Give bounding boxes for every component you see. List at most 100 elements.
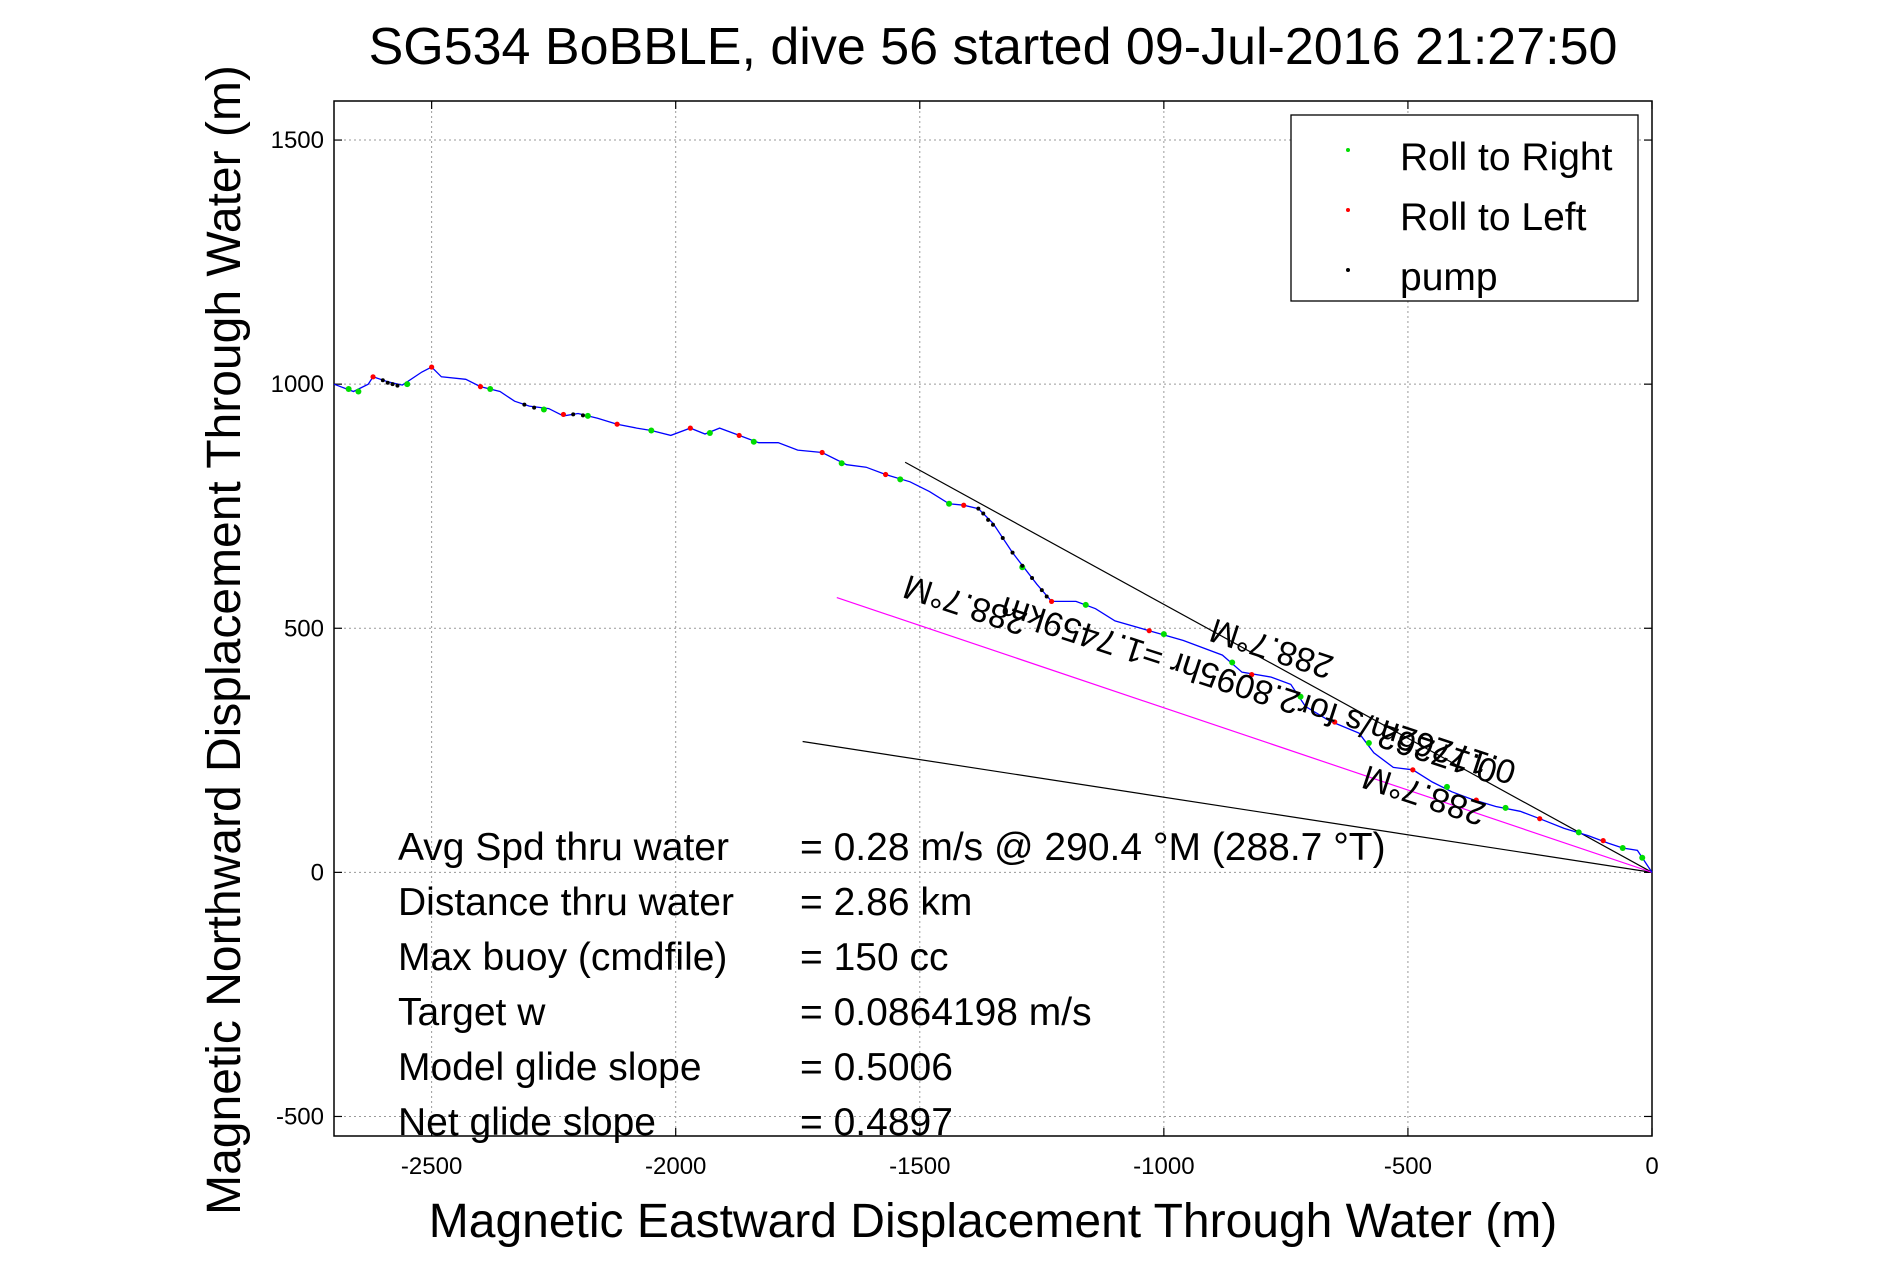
marker-pump — [532, 405, 537, 410]
marker-roll-right — [1502, 804, 1509, 811]
stat-label-distance: Distance thru water — [398, 881, 734, 924]
marker-roll-left — [819, 449, 825, 456]
marker-roll-left — [370, 374, 376, 380]
marker-roll-left — [961, 502, 967, 508]
marker-pump — [1000, 535, 1005, 540]
marker-roll-right — [1297, 693, 1304, 700]
marker-roll-left — [687, 425, 693, 431]
marker-roll-left — [1600, 838, 1606, 844]
marker-roll-right — [584, 412, 591, 419]
marker-roll-left — [429, 364, 435, 370]
marker-roll-right — [750, 438, 757, 445]
marker-roll-right — [345, 386, 352, 393]
legend: Roll to Right Roll to Left pump — [1290, 114, 1639, 302]
marker-roll-right — [1443, 783, 1450, 790]
marker-pump — [976, 506, 981, 511]
marker-roll-right — [897, 476, 904, 483]
marker-roll-left — [1537, 816, 1543, 822]
y-tick-label: 1500 — [271, 127, 324, 154]
stat-label-target-w: Target w — [398, 991, 546, 1034]
y-tick-label: 0 — [311, 859, 324, 886]
marker-roll-right — [838, 460, 845, 467]
marker-roll-right — [648, 427, 655, 434]
marker-pump — [1044, 594, 1049, 599]
legend-marker-roll-right — [1346, 148, 1350, 152]
marker-pump — [991, 522, 995, 527]
marker-roll-right — [1639, 854, 1646, 861]
y-ticks: -500 0 500 1000 1500 — [271, 127, 1652, 1130]
marker-pump — [1030, 575, 1035, 580]
marker-roll-left — [1146, 628, 1152, 634]
stat-value-avg-speed: = 0.28 m/s @ 290.4 °M (288.7 °T) — [800, 826, 1386, 869]
stat-label-avg-speed: Avg Spd thru water — [398, 826, 729, 869]
marker-pump — [380, 378, 385, 383]
marker-pump — [395, 383, 400, 388]
marker-roll-left — [1048, 598, 1055, 605]
y-tick-label: 500 — [284, 615, 324, 642]
marker-roll-right — [1575, 829, 1582, 836]
legend-label-pump: pump — [1400, 256, 1498, 299]
marker-roll-right — [1229, 659, 1236, 666]
y-axis-label: Magnetic Northward Displacement Through … — [198, 65, 251, 1215]
envelope-line — [802, 740, 1653, 873]
marker-roll-left — [883, 471, 889, 478]
x-tick-label: -2500 — [401, 1153, 462, 1180]
marker-roll-left — [1332, 719, 1338, 725]
markers — [345, 364, 1646, 861]
stat-value-net-glide-slope: = 0.4897 — [800, 1101, 953, 1144]
marker-roll-right — [1365, 739, 1372, 746]
marker-roll-right — [706, 429, 713, 436]
legend-label-roll-left: Roll to Left — [1400, 196, 1587, 239]
marker-roll-left — [1249, 672, 1255, 678]
marker-roll-right — [487, 386, 494, 393]
dive-track — [333, 366, 1653, 873]
marker-pump — [1010, 550, 1015, 555]
envelope-line — [904, 461, 1653, 873]
marker-roll-left — [477, 384, 484, 390]
marker-pump — [1039, 588, 1044, 593]
x-tick-label: -1500 — [889, 1153, 950, 1180]
marker-pump — [390, 382, 395, 387]
marker-pump — [571, 412, 576, 417]
chart-title: SG534 BoBBLE, dive 56 started 09-Jul-201… — [369, 18, 1618, 76]
x-tick-label: -500 — [1384, 1153, 1432, 1180]
axes-box — [333, 100, 1653, 1137]
marker-roll-left — [614, 421, 620, 427]
stat-label-max-buoy: Max buoy (cmdfile) — [398, 936, 728, 979]
current-line — [836, 596, 1653, 873]
marker-pump — [580, 413, 585, 418]
marker-pump — [981, 511, 986, 516]
marker-pump — [986, 517, 991, 522]
y-tick-label: -500 — [276, 1103, 324, 1130]
legend-marker-roll-left — [1346, 208, 1350, 212]
stat-value-model-glide-slope: = 0.5006 — [800, 1046, 953, 1089]
marker-roll-left — [736, 432, 742, 439]
stat-value-distance: = 2.86 km — [800, 881, 973, 924]
marker-roll-left — [1473, 797, 1479, 803]
x-ticks: -2500 -2000 -1500 -1000 -500 0 — [401, 101, 1659, 1180]
marker-roll-right — [404, 381, 411, 388]
stat-label-net-glide-slope: Net glide slope — [398, 1101, 656, 1144]
marker-roll-right — [540, 406, 547, 413]
marker-pump — [1020, 563, 1025, 568]
x-tick-label: 0 — [1645, 1153, 1658, 1180]
x-tick-label: -2000 — [645, 1153, 706, 1180]
marker-roll-right — [1082, 601, 1089, 608]
y-tick-label: 1000 — [271, 371, 324, 398]
stat-value-target-w: = 0.0864198 m/s — [800, 991, 1092, 1034]
legend-marker-pump — [1346, 268, 1350, 272]
marker-pump — [385, 380, 390, 385]
x-axis-label: Magnetic Eastward Displacement Through W… — [429, 1195, 1557, 1248]
marker-roll-left — [560, 411, 567, 418]
marker-roll-right — [1160, 631, 1167, 638]
marker-roll-right — [1619, 844, 1626, 851]
legend-label-roll-right: Roll to Right — [1400, 136, 1613, 179]
marker-roll-left — [1410, 767, 1416, 773]
stat-value-max-buoy: = 150 cc — [800, 936, 949, 979]
marker-roll-right — [355, 388, 362, 395]
stat-label-model-glide-slope: Model glide slope — [398, 1046, 702, 1089]
envelope-lines — [802, 461, 1653, 873]
marker-roll-right — [946, 500, 953, 507]
x-tick-label: -1000 — [1133, 1153, 1194, 1180]
